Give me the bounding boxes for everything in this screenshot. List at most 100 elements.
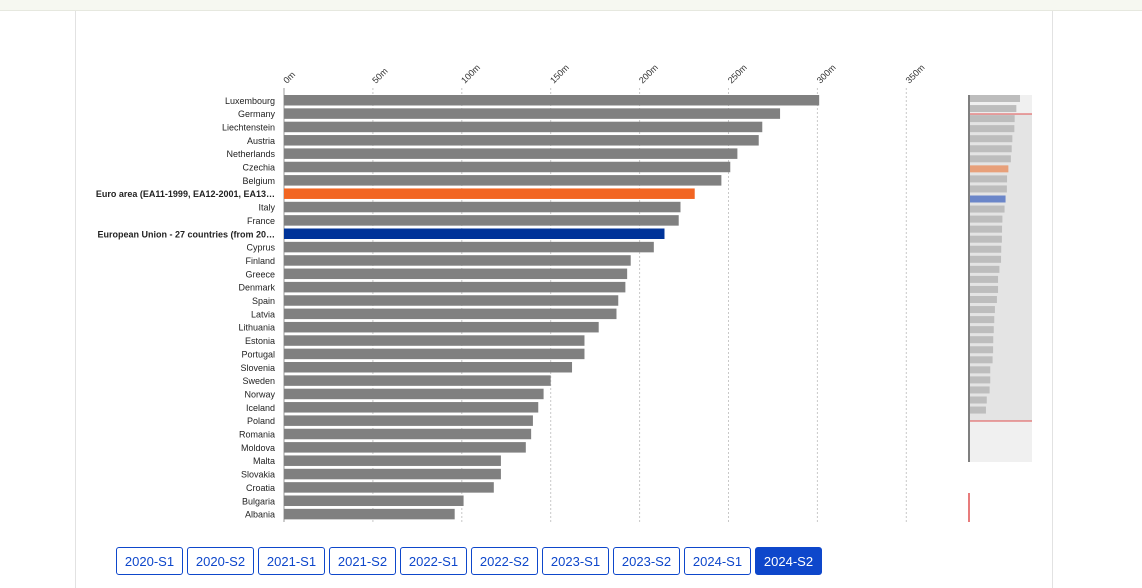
navigator-bar — [970, 235, 1002, 243]
navigator-bar — [970, 306, 995, 314]
bar[interactable] — [284, 362, 573, 373]
category-label: Greece — [245, 269, 275, 279]
period-tab-2021-s1[interactable]: 2021-S1 — [258, 547, 325, 575]
bar[interactable] — [284, 375, 551, 386]
category-label: France — [247, 216, 275, 226]
bar[interactable] — [284, 455, 501, 466]
category-label: Latvia — [251, 309, 275, 319]
bar[interactable] — [284, 148, 738, 159]
category-label: Albania — [245, 510, 275, 520]
bar[interactable] — [284, 241, 654, 253]
period-tab-2023-s1[interactable]: 2023-S1 — [542, 547, 609, 575]
navigator-bar — [970, 285, 999, 293]
chart-navigator[interactable] — [968, 95, 1032, 522]
category-label: Czechia — [242, 163, 275, 173]
bar[interactable] — [284, 135, 759, 146]
bar[interactable] — [284, 335, 585, 346]
bar[interactable] — [284, 228, 665, 240]
bar[interactable] — [284, 281, 626, 293]
navigator-bar — [970, 225, 1003, 233]
category-label: Cyprus — [246, 243, 275, 253]
category-label: Austria — [247, 136, 275, 146]
category-label: Lithuania — [238, 323, 275, 333]
navigator-bar — [970, 105, 1017, 113]
period-tab-2020-s1[interactable]: 2020-S1 — [116, 547, 183, 575]
navigator-bar — [970, 145, 1012, 153]
navigator-bar — [970, 265, 1000, 273]
navigator-bar — [970, 185, 1007, 193]
x-tick-label: 100m — [459, 62, 482, 85]
period-tab-2022-s2[interactable]: 2022-S2 — [471, 547, 538, 575]
bar[interactable] — [284, 255, 631, 266]
x-tick-label: 150m — [548, 62, 571, 85]
x-tick-label: 300m — [815, 62, 838, 85]
navigator-bar — [970, 175, 1008, 183]
category-label: Romania — [239, 430, 275, 440]
bar[interactable] — [284, 121, 763, 133]
navigator-bar — [970, 346, 994, 354]
bar[interactable] — [284, 321, 599, 333]
bar[interactable] — [284, 295, 619, 306]
category-label: Italy — [258, 203, 275, 213]
navigator-bar — [970, 406, 986, 414]
bar[interactable] — [284, 175, 722, 186]
category-label: Germany — [238, 109, 276, 119]
navigator-bar — [970, 195, 1006, 203]
category-label: Estonia — [245, 336, 275, 346]
bar[interactable] — [284, 402, 539, 413]
period-tab-2022-s1[interactable]: 2022-S1 — [400, 547, 467, 575]
period-tab-2024-s2[interactable]: 2024-S2 — [755, 547, 822, 575]
bar[interactable] — [284, 348, 585, 360]
category-labels: Luxembourg Germany Liechtenstein Austria Net… — [96, 96, 276, 520]
category-label: Netherlands — [226, 149, 275, 159]
category-label: Malta — [253, 456, 275, 466]
period-tab-2024-s1[interactable]: 2024-S1 — [684, 547, 751, 575]
navigator-bar — [970, 135, 1013, 143]
category-label: Bulgaria — [242, 496, 275, 506]
bar[interactable] — [284, 468, 501, 480]
category-label: Liechtenstein — [222, 122, 275, 132]
navigator-bar — [970, 275, 999, 283]
navigator-bar — [970, 336, 994, 344]
navigator-bar — [970, 115, 1015, 123]
category-label: Luxembourg — [225, 96, 275, 106]
category-label: Finland — [245, 256, 275, 266]
navigator-bar — [970, 366, 991, 374]
navigator-bar — [970, 155, 1011, 163]
bar[interactable] — [284, 508, 455, 520]
bar[interactable] — [284, 161, 731, 173]
category-label: Norway — [244, 389, 275, 399]
navigator-bar — [970, 356, 993, 364]
x-tick-label: 250m — [726, 62, 749, 85]
navigator-bar — [970, 205, 1005, 213]
bar[interactable] — [284, 268, 628, 280]
x-tick-label: 50m — [370, 66, 389, 85]
period-tab-2020-s2[interactable]: 2020-S2 — [187, 547, 254, 575]
period-tab-2023-s2[interactable]: 2023-S2 — [613, 547, 680, 575]
category-label: Denmark — [238, 283, 275, 293]
bar[interactable] — [284, 388, 544, 400]
top-strip — [0, 0, 1142, 11]
x-tick-label: 0m — [281, 69, 297, 85]
category-label: Euro area (EA11-1999, EA12-2001, EA13… — [96, 189, 275, 199]
bar[interactable] — [284, 215, 679, 226]
bar[interactable] — [284, 95, 820, 106]
navigator-bar — [970, 386, 990, 394]
period-tab-2021-s2[interactable]: 2021-S2 — [329, 547, 396, 575]
bar[interactable] — [284, 415, 533, 426]
navigator-bar — [970, 255, 1002, 263]
bar[interactable] — [284, 428, 532, 440]
bar[interactable] — [284, 495, 464, 507]
category-label: Poland — [247, 416, 275, 426]
category-label: Portugal — [241, 349, 275, 359]
navigator-bar — [970, 316, 995, 324]
bar[interactable] — [284, 108, 781, 119]
bar[interactable] — [284, 308, 617, 320]
bar[interactable] — [284, 201, 681, 213]
bar[interactable] — [284, 442, 526, 453]
bar[interactable] — [284, 482, 494, 493]
navigator-bar — [970, 165, 1009, 173]
navigator-bar — [970, 125, 1015, 133]
bar[interactable] — [284, 188, 695, 199]
